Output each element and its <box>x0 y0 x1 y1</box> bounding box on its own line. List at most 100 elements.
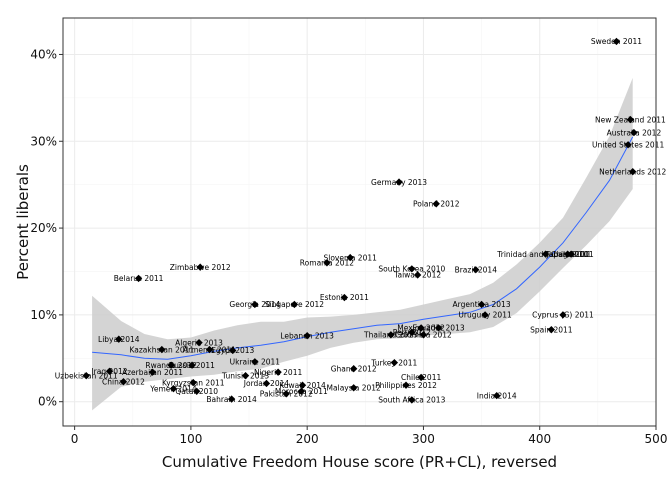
data-point <box>205 345 214 354</box>
data-point <box>227 395 236 403</box>
data-point <box>567 250 575 258</box>
x-tick-label: 500 <box>645 432 668 446</box>
point-label: United States 2011 <box>592 140 664 149</box>
data-point <box>350 365 358 373</box>
data-point <box>241 371 250 380</box>
smoother-line <box>92 136 634 360</box>
point-label: Estonia 2011 <box>320 293 369 302</box>
point-label: Turkey 2011 <box>370 358 417 367</box>
y-axis-title: Percent liberals <box>14 164 32 280</box>
data-point <box>193 387 201 395</box>
point-label: Brazil 2014 <box>455 265 498 274</box>
point-label: Bahrain 2014 <box>206 395 257 404</box>
y-tick-label: 10% <box>30 308 57 322</box>
smoother-fit-line <box>92 136 634 360</box>
x-axis: 0 100 200 300 400 500 <box>71 426 668 446</box>
point-label: Chile 2011 <box>401 373 441 382</box>
x-axis-title: Cumulative Freedom House score (PR+CL), … <box>162 453 557 471</box>
point-label: Belarus 2011 <box>114 274 164 283</box>
data-point <box>630 128 638 137</box>
data-point <box>402 381 410 389</box>
data-point <box>408 265 416 273</box>
point-label: Poland 2012 <box>413 199 460 208</box>
data-point <box>290 300 299 309</box>
data-point <box>262 379 271 388</box>
data-point <box>119 378 128 386</box>
point-label: Peru 2012 <box>393 328 431 337</box>
point-label: Pakistan 2012 <box>260 390 313 399</box>
point-label: Romania 2012 <box>300 259 354 268</box>
x-tick-label: 100 <box>179 432 202 446</box>
point-label: Japan 2010 <box>545 250 589 259</box>
data-point <box>169 384 178 393</box>
point-label: Qatar 2010 <box>175 387 218 396</box>
y-tick-label: 40% <box>30 47 57 61</box>
y-tick-label: 20% <box>30 221 57 235</box>
data-point <box>297 387 306 395</box>
data-point <box>624 141 632 149</box>
point-label: Slovenia 2011 <box>324 253 378 262</box>
data-point <box>408 396 416 404</box>
data-point <box>340 293 349 302</box>
point-label: Ecuador 2013 <box>413 324 465 333</box>
data-point <box>346 253 354 262</box>
point-label: Nigeria 2011 <box>254 368 303 377</box>
data-point <box>434 324 443 332</box>
point-label: Argentina 2013 <box>453 300 511 309</box>
point-label: Jordan 2014 <box>243 379 290 388</box>
x-tick-label: 0 <box>71 432 79 446</box>
y-tick-label: 30% <box>30 134 57 148</box>
point-label: China 2012 <box>102 377 145 386</box>
data-point <box>134 274 143 283</box>
data-point <box>251 300 259 309</box>
data-point <box>626 115 635 124</box>
point-label: Kazakhstan 2011 <box>129 345 194 354</box>
point-label: Malaysia 2012 <box>327 384 381 393</box>
point-label: Chile 2011 <box>551 250 591 259</box>
point-label: Libya 2014 <box>98 335 140 344</box>
data-point <box>547 325 556 334</box>
data-point <box>417 373 425 382</box>
point-label: South Africa 2013 <box>378 396 445 405</box>
data-point <box>417 324 425 332</box>
data-point <box>472 266 480 274</box>
point-label: Morocco 2011 <box>275 387 328 396</box>
point-label: Sweden 2011 <box>591 37 642 46</box>
data-point <box>481 311 489 319</box>
confidence-band <box>92 77 633 411</box>
point-label: Cyprus (G) 2011 <box>532 311 594 320</box>
data-point <box>408 328 416 336</box>
x-tick-label: 200 <box>296 432 319 446</box>
y-tick-label: 0% <box>38 395 57 409</box>
point-label: Rwanda 2012 <box>145 361 197 370</box>
point-label: Iraq 2012 <box>91 367 127 376</box>
point-label: India 2014 <box>477 391 517 400</box>
point-label: Yemen 2014 <box>149 384 197 393</box>
data-point <box>387 331 395 339</box>
data-point <box>419 331 428 339</box>
data-point <box>282 390 290 398</box>
point-label: Australia 2012 <box>607 128 662 137</box>
point-label: Ukraine 2011 <box>230 357 281 366</box>
data-point <box>229 346 237 355</box>
data-point <box>167 361 175 369</box>
point-label: Egypt 2013 <box>211 346 254 355</box>
point-label: Kuwait 2014 <box>279 381 326 390</box>
data-point <box>189 378 197 387</box>
point-label: Thailand 2013 <box>363 331 418 340</box>
data-point <box>323 259 331 267</box>
data-point <box>390 358 399 367</box>
point-label: Germany 2013 <box>371 178 427 187</box>
data-point <box>493 391 501 400</box>
point-label: New Zealand 2011 <box>595 115 666 124</box>
point-label: Uzbekistan 2011 <box>55 371 118 380</box>
point-label: Russia 2011 <box>169 361 215 370</box>
data-point <box>395 178 403 186</box>
point-label: Kyrgyzstan 2011 <box>162 378 225 387</box>
data-point <box>612 37 621 46</box>
data-point <box>303 332 311 340</box>
point-label: South Korea 2010 <box>378 265 445 274</box>
data-point <box>188 361 196 369</box>
point-labels: Sweden 2011 New Zealand 2011 Australia 201… <box>55 37 667 405</box>
